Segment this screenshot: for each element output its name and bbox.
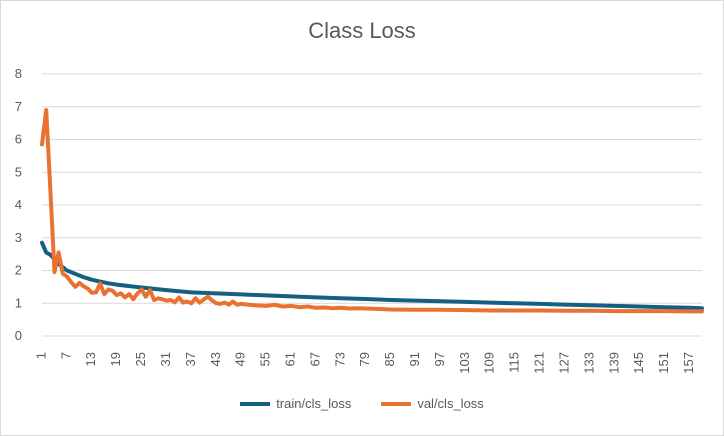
x-tick-label: 91 [407,352,422,366]
y-tick-label: 3 [15,230,22,245]
y-tick-label: 2 [15,263,22,278]
x-tick-label: 139 [606,352,621,374]
legend-label-val: val/cls_loss [417,396,484,411]
legend-item-train: train/cls_loss [240,396,351,411]
x-tick-label: 25 [133,352,148,366]
series-line-val [40,108,704,314]
x-tick-label: 109 [482,352,497,374]
x-tick-label: 37 [183,352,198,366]
x-tick-label: 121 [532,352,547,374]
y-tick-label: 8 [15,66,22,81]
legend-item-val: val/cls_loss [381,396,484,411]
x-tick-label: 145 [631,352,646,374]
x-tick-label: 1 [33,352,48,359]
y-tick-label: 6 [15,132,22,147]
y-tick-label: 5 [15,164,22,179]
x-tick-label: 157 [681,352,696,374]
x-tick-label: 103 [457,352,472,374]
x-tick-label: 73 [332,352,347,366]
y-tick-label: 4 [15,197,22,212]
x-tick-label: 115 [507,352,522,373]
y-tick-label: 7 [15,99,22,114]
x-tick-label: 67 [307,352,322,366]
x-tick-label: 85 [382,352,397,366]
x-tick-label: 151 [656,352,671,374]
x-tick-label: 97 [432,352,447,366]
x-tick-label: 61 [282,352,297,366]
chart-title: Class Loss [308,18,416,43]
x-tick-label: 79 [357,352,372,366]
legend: train/cls_loss val/cls_loss [0,396,724,411]
x-tick-label: 7 [58,352,73,359]
x-tick-label: 31 [158,352,173,366]
series-line-train [40,240,704,311]
x-tick-label: 49 [233,352,248,366]
x-tick-label: 127 [556,352,571,374]
x-tick-label: 133 [581,352,596,374]
y-tick-label: 0 [15,328,22,343]
x-tick-label: 43 [208,352,223,366]
legend-swatch-train [240,401,271,406]
x-tick-label: 55 [258,352,273,366]
x-tick-label: 13 [83,352,98,366]
legend-label-train: train/cls_loss [276,396,352,411]
y-tick-label: 1 [15,295,22,310]
legend-swatch-val [381,401,412,406]
x-tick-label: 19 [108,352,123,366]
